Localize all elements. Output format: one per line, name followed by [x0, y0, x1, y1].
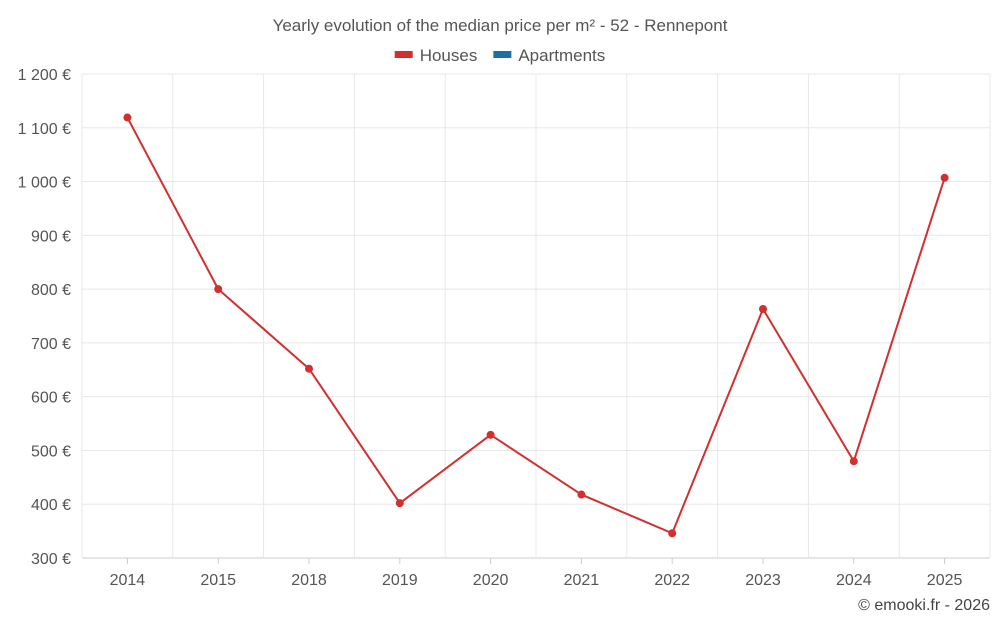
data-point-houses[interactable]: [214, 285, 223, 294]
credit-text: © emooki.fr - 2026: [858, 597, 990, 614]
legend: Houses Apartments: [394, 46, 605, 65]
data-point-houses[interactable]: [849, 457, 858, 466]
y-tick-label: 300 €: [31, 551, 71, 568]
data-point-houses[interactable]: [759, 305, 767, 314]
y-tick-label: 500 €: [31, 443, 71, 460]
x-tick-label: 2024: [836, 572, 872, 589]
legend-item-apartments[interactable]: Apartments: [493, 46, 605, 65]
series-layer: [123, 113, 949, 538]
data-point-houses[interactable]: [395, 499, 404, 508]
x-tick-label: 2022: [654, 572, 690, 589]
x-tick-label: 2020: [473, 572, 509, 589]
data-point-houses[interactable]: [123, 113, 132, 122]
y-tick-label: 900 €: [31, 228, 71, 245]
legend-swatch-houses: [394, 51, 413, 58]
y-tick-label: 600 €: [31, 390, 71, 407]
legend-label-houses: Houses: [420, 46, 478, 65]
y-tick-label: 800 €: [31, 282, 71, 299]
x-axis: 2014 2015 2018 2019 2020 2021 2022 2023 2024 2025: [110, 558, 963, 589]
series-line-houses: [126, 117, 946, 535]
legend-swatch-apartments: [493, 51, 512, 58]
legend-label-apartments: Apartments: [518, 46, 605, 65]
grid: [81, 73, 991, 559]
data-point-houses[interactable]: [577, 490, 586, 499]
data-point-houses[interactable]: [486, 430, 495, 439]
y-axis: 300 € 400 € 500 € 600 € 700 € 800 € 900 € 1 000…: [18, 67, 71, 568]
legend-item-houses[interactable]: Houses: [394, 46, 478, 65]
y-tick-label: 1 000 €: [18, 175, 71, 192]
y-tick-label: 400 €: [31, 497, 71, 514]
y-tick-label: 700 €: [31, 336, 71, 353]
data-point-houses[interactable]: [305, 364, 313, 373]
x-tick-label: 2025: [927, 572, 963, 589]
x-tick-label: 2018: [291, 572, 327, 589]
x-tick-label: 2023: [745, 572, 781, 589]
chart-title: Yearly evolution of the median price per…: [273, 16, 728, 35]
x-tick-label: 2021: [564, 572, 600, 589]
x-tick-label: 2019: [382, 572, 418, 589]
y-tick-label: 1 200 €: [18, 67, 71, 84]
data-point-houses[interactable]: [668, 529, 677, 538]
x-tick-label: 2015: [200, 572, 236, 589]
x-tick-label: 2014: [110, 572, 146, 589]
y-tick-label: 1 100 €: [18, 121, 71, 138]
data-point-houses[interactable]: [940, 173, 949, 182]
